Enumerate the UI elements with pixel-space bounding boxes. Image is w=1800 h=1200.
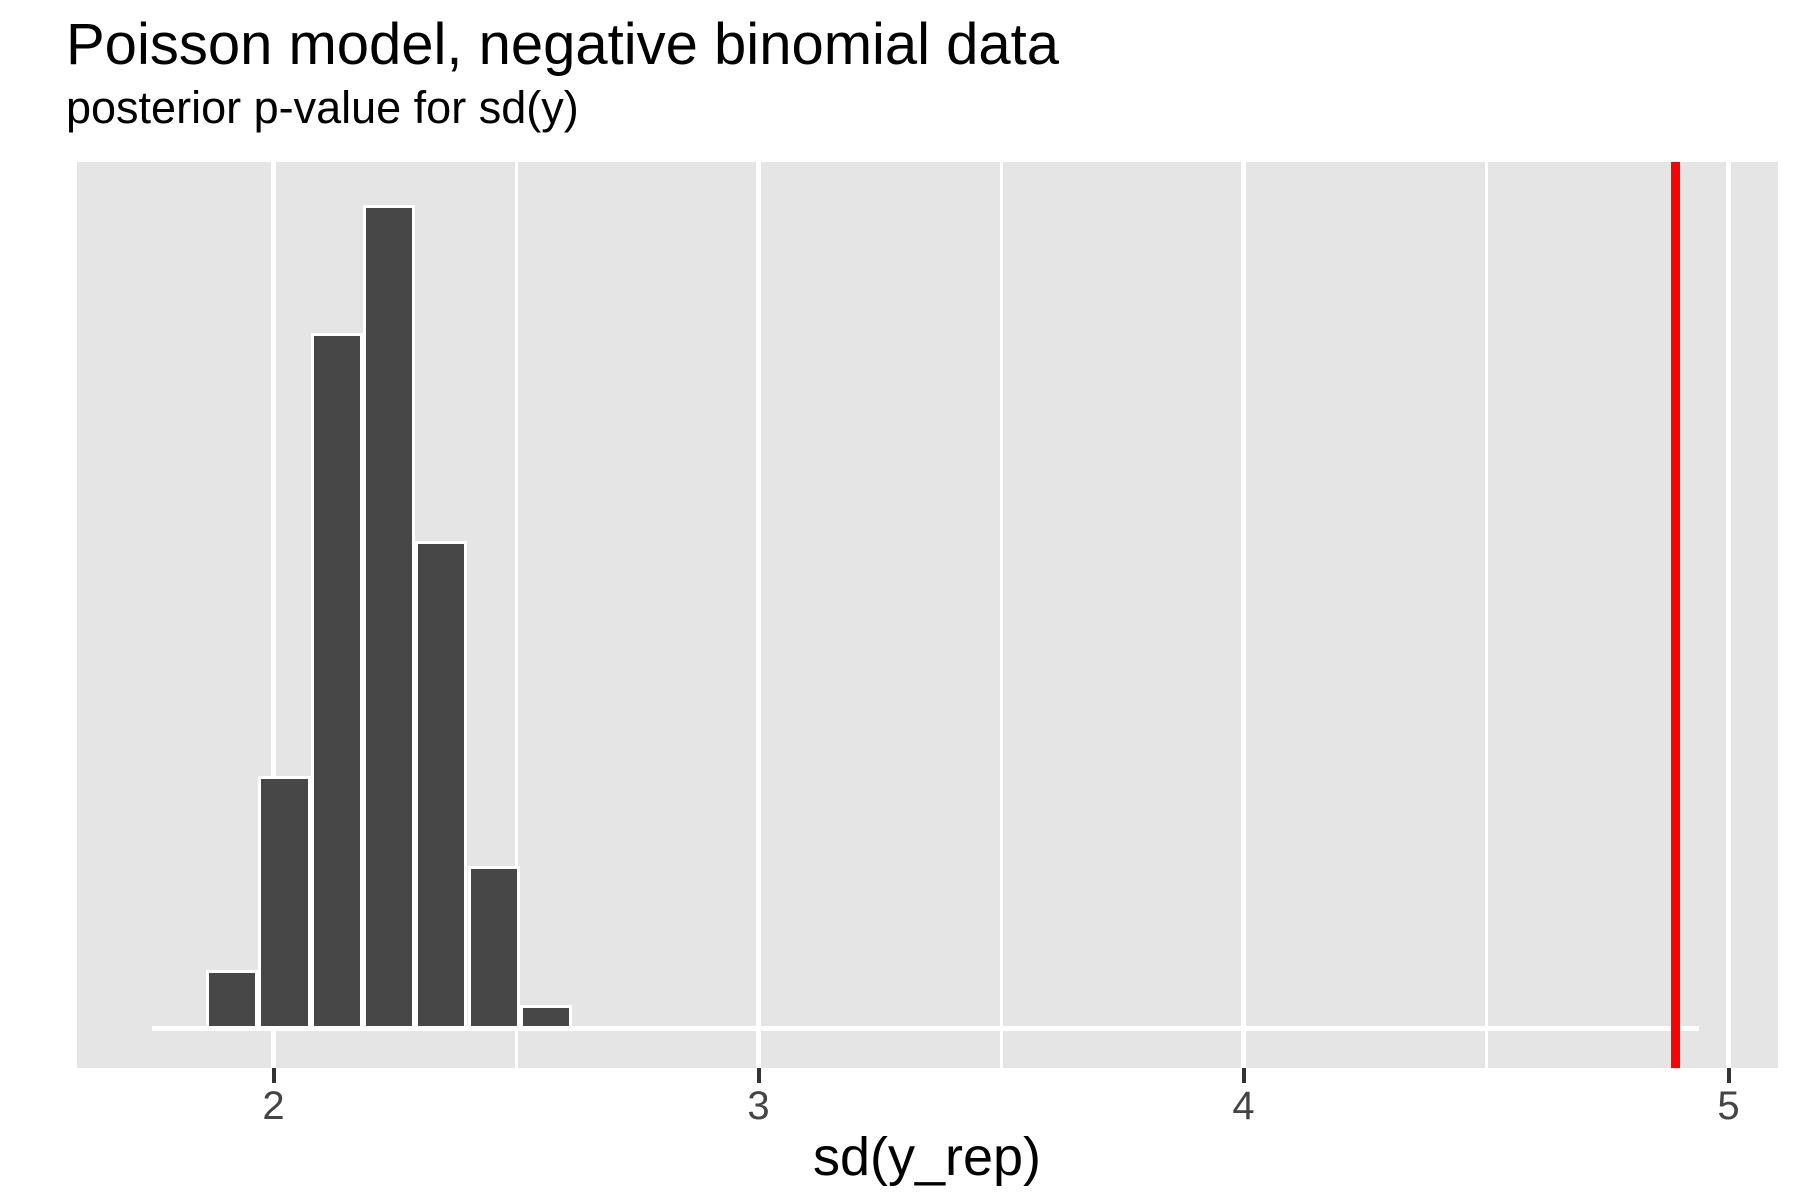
x-axis-tick <box>1241 1068 1246 1083</box>
histogram-bar <box>258 776 311 1026</box>
x-axis-tick <box>756 1068 761 1083</box>
gridline-minor <box>999 162 1003 1068</box>
histogram-bar <box>362 205 416 1026</box>
gridline-major <box>756 162 761 1068</box>
plot-panel <box>77 162 1778 1068</box>
x-axis-tick-label: 5 <box>1717 1084 1740 1128</box>
plot-subtitle: posterior p-value for sd(y) <box>66 82 579 133</box>
gridline-minor <box>514 162 518 1068</box>
x-axis-tick-label: 3 <box>747 1084 770 1128</box>
histogram-bar <box>415 541 468 1026</box>
x-axis-tick-label: 2 <box>262 1084 285 1128</box>
x-axis-tick <box>1726 1068 1731 1083</box>
x-axis-tick <box>271 1068 276 1083</box>
gridline-major <box>1241 162 1246 1068</box>
x-axis-title: sd(y_rep) <box>812 1127 1042 1187</box>
x-axis-tick-label: 4 <box>1232 1084 1255 1128</box>
gridline-minor <box>1484 162 1488 1068</box>
observed-stat-line <box>1670 162 1680 1068</box>
histogram-bar <box>310 333 363 1026</box>
plot-title: Poisson model, negative binomial data <box>66 12 1060 77</box>
gridline-major <box>1726 162 1731 1068</box>
histogram-bar <box>467 866 520 1026</box>
histogram-bar <box>519 1005 573 1026</box>
histogram-bar <box>206 970 259 1026</box>
gridline-major <box>271 162 276 1068</box>
zero-baseline <box>152 1026 1700 1031</box>
